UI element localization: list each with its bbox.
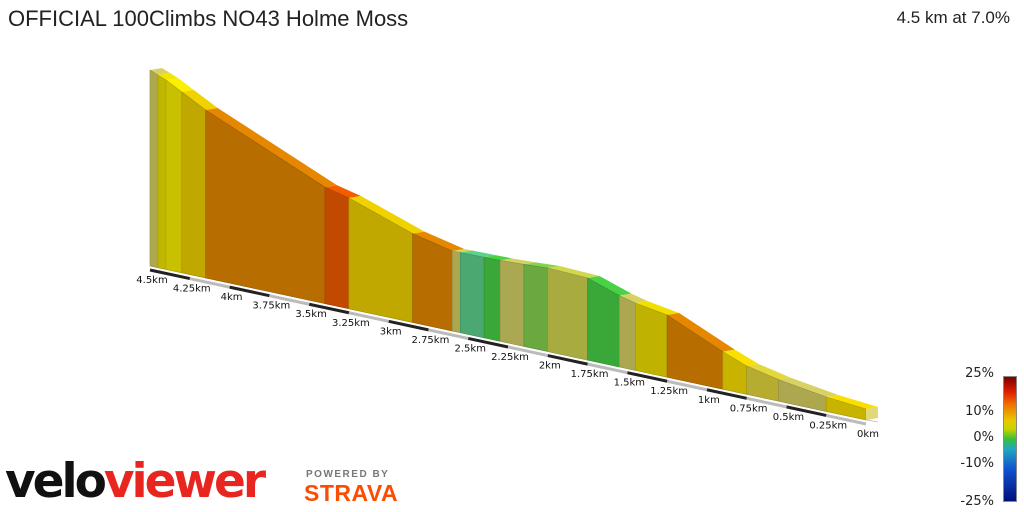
distance-label: 0km xyxy=(857,429,879,440)
profile-segment xyxy=(165,79,183,274)
distance-label: 2.25km xyxy=(491,352,529,363)
veloviewer-logo[interactable]: veloviewer xyxy=(5,452,266,512)
profile-segment-top xyxy=(778,377,839,397)
profile-segment-top xyxy=(452,249,473,253)
profile-segment xyxy=(459,252,485,339)
legend-label-25: 25% xyxy=(965,366,994,381)
profile-segment xyxy=(499,260,525,347)
profile-segment-top xyxy=(500,258,536,265)
distance-label: 0.25km xyxy=(809,420,847,431)
profile-segment-top xyxy=(181,90,218,110)
distance-label: 2km xyxy=(539,361,561,372)
distance-tick xyxy=(348,311,389,323)
distance-label: 4.5km xyxy=(136,275,167,286)
distance-tick xyxy=(627,371,668,383)
profile-segment-top xyxy=(722,349,759,366)
profile-segment-top xyxy=(348,196,425,234)
distance-tick xyxy=(388,319,429,332)
distance-tick xyxy=(706,388,747,400)
distance-tick xyxy=(269,294,310,306)
distance-tick xyxy=(149,268,191,281)
legend-label-neg25: -25% xyxy=(960,494,994,509)
distance-tick xyxy=(467,336,509,349)
profile-segment xyxy=(547,267,588,361)
legend-label-10: 10% xyxy=(965,404,994,419)
profile-segment-top xyxy=(826,395,878,409)
profile-segment xyxy=(634,302,668,378)
distance-label: 1.25km xyxy=(650,386,688,397)
logo-viewer: viewer xyxy=(103,454,266,509)
profile-segment xyxy=(324,186,350,310)
distance-tick xyxy=(189,277,230,289)
profile-segment xyxy=(149,69,159,269)
distance-label: 4.25km xyxy=(173,284,211,295)
distance-label: 1km xyxy=(698,395,720,406)
distance-tick xyxy=(229,285,270,298)
distance-label: 3.25km xyxy=(332,318,370,329)
profile-segment-top xyxy=(484,255,513,261)
profile-segment xyxy=(412,233,453,332)
profile-segment xyxy=(452,250,461,334)
distance-label: 3.5km xyxy=(295,309,326,320)
profile-segment-top xyxy=(635,301,680,315)
distance-label: 3.75km xyxy=(252,301,290,312)
distance-label: 1.75km xyxy=(571,369,609,380)
distance-label: 4km xyxy=(221,292,243,303)
profile-segment xyxy=(181,91,206,279)
distance-tick xyxy=(666,379,708,392)
distance-label: 2.75km xyxy=(412,335,450,346)
distance-label: 3km xyxy=(380,326,402,337)
distance-label: 1.5km xyxy=(614,378,645,389)
distance-label: 0.75km xyxy=(730,403,768,414)
distance-tick xyxy=(547,354,588,366)
distance-label: 2.5km xyxy=(455,343,486,354)
profile-segment-top xyxy=(412,231,465,251)
profile-segment xyxy=(523,264,549,352)
distance-tick xyxy=(786,405,827,417)
profile-segment-top xyxy=(150,68,170,75)
distance-tick xyxy=(825,413,867,426)
profile-segment-top xyxy=(746,364,791,380)
legend-label-neg10: -10% xyxy=(960,456,994,471)
profile-segment-top xyxy=(547,266,600,278)
profile-segment-top xyxy=(325,185,361,198)
profile-end-cap xyxy=(866,407,878,420)
profile-segment-top xyxy=(619,293,648,303)
logo-velo: velo xyxy=(5,454,107,509)
profile-segment-top xyxy=(157,73,178,80)
profile-segment-top xyxy=(165,78,194,92)
page-title: OFFICIAL 100Climbs NO43 Holme Moss xyxy=(8,6,409,31)
distance-tick xyxy=(507,345,549,358)
legend-label-0: 0% xyxy=(973,430,994,445)
climb-summary: 4.5 km at 7.0% xyxy=(896,8,1010,27)
profile-segment-top xyxy=(460,250,497,258)
profile-segment-top xyxy=(667,313,735,352)
profile-segment xyxy=(619,295,636,371)
strava-logo[interactable]: STRAVA xyxy=(304,480,399,506)
profile-segment-top xyxy=(523,262,560,268)
profile-segment-top xyxy=(587,276,632,296)
distance-tick xyxy=(746,396,787,409)
gradient-colorbar xyxy=(1003,376,1017,502)
profile-segment-top xyxy=(205,108,338,188)
distance-label: 0.5km xyxy=(773,412,804,423)
powered-by-label: POWERED BY xyxy=(306,469,390,480)
distance-tick xyxy=(587,362,628,375)
profile-segment xyxy=(483,256,501,342)
profile-segment xyxy=(348,197,413,323)
distance-tick xyxy=(308,302,350,315)
distance-tick xyxy=(428,328,469,340)
profile-segment xyxy=(157,74,167,270)
